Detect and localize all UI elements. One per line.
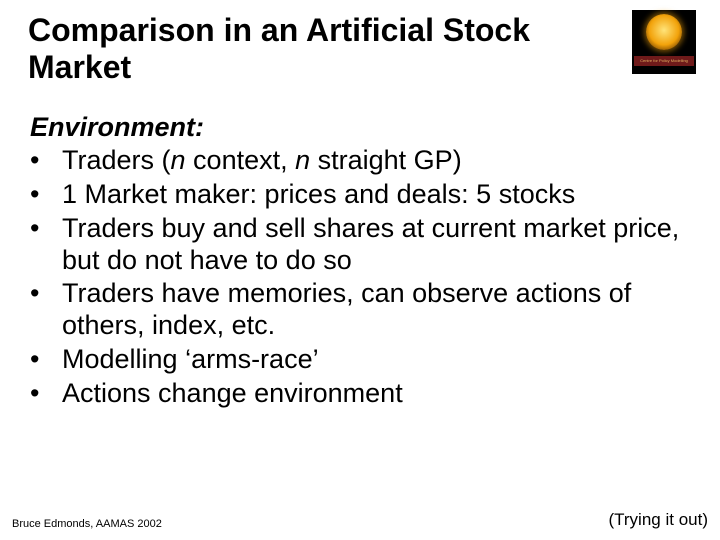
bullet-text: 1 Market maker: prices and deals: 5 stoc… [62,179,575,209]
var-n: n [171,145,186,175]
list-item: Traders (n context, n straight GP) [30,145,690,177]
bullet-text: Traders buy and sell shares at current m… [62,213,679,275]
slide-title: Comparison in an Artificial Stock Market [28,12,588,86]
footer-author: Bruce Edmonds, AAMAS 2002 [12,518,162,530]
bullet-text: context, [186,145,296,175]
bullet-text: Modelling ‘arms-race’ [62,344,319,374]
logo-badge: Centre for Policy Modelling [632,10,696,74]
footer-note: (Trying it out) [608,510,708,530]
list-item: Actions change environment [30,378,690,410]
bullet-text: straight GP) [310,145,462,175]
bullet-text: Traders ( [62,145,171,175]
slide: Comparison in an Artificial Stock Market… [0,0,720,540]
bullet-text: Traders have memories, can observe actio… [62,278,631,340]
list-item: Traders buy and sell shares at current m… [30,213,690,277]
bullet-text: Actions change environment [62,378,403,408]
section-heading: Environment: [30,112,690,143]
var-n: n [295,145,310,175]
list-item: 1 Market maker: prices and deals: 5 stoc… [30,179,690,211]
list-item: Traders have memories, can observe actio… [30,278,690,342]
lightbulb-icon [646,14,682,50]
list-item: Modelling ‘arms-race’ [30,344,690,376]
logo-caption: Centre for Policy Modelling [634,56,694,66]
bullet-list: Traders (n context, n straight GP) 1 Mar… [30,145,690,410]
slide-body: Environment: Traders (n context, n strai… [30,112,690,412]
